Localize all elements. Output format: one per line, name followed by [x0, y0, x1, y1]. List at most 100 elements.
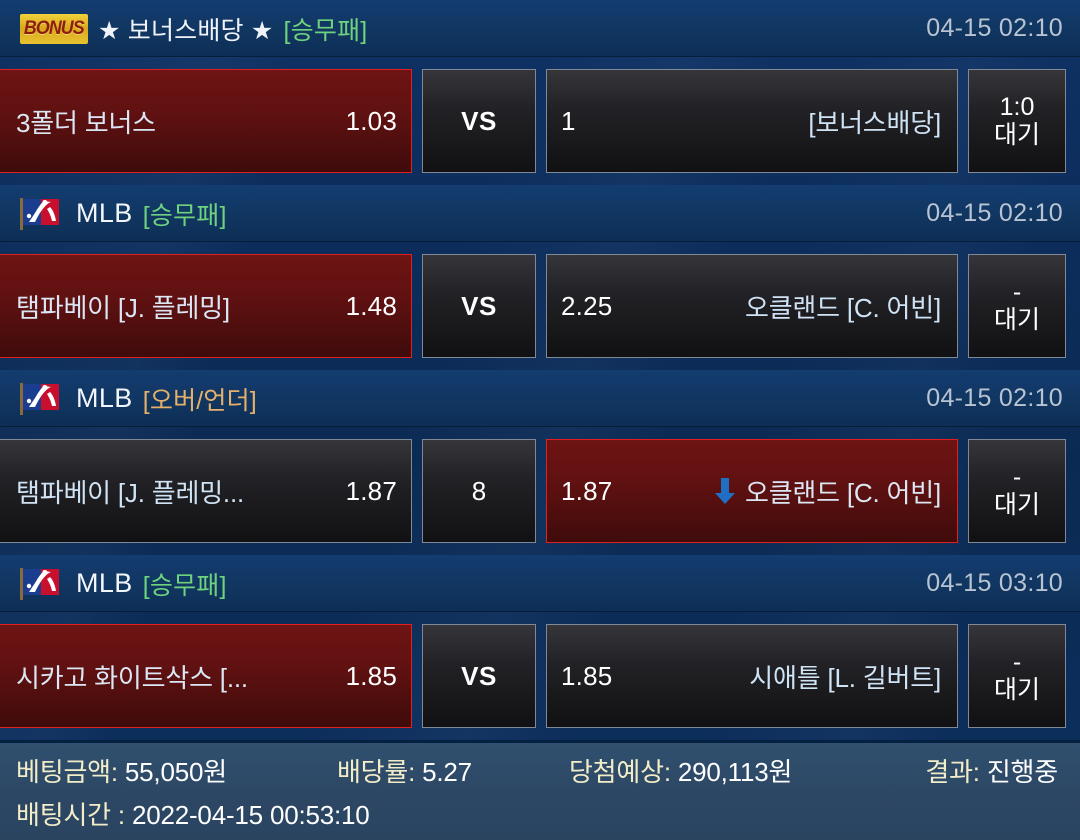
leg-header: MLB [승무패] 04-15 02:10 — [0, 185, 1080, 242]
leg-header: BONUS ★ 보너스배당 ★ [승무패] 04-15 02:10 — [0, 0, 1080, 57]
status-state: 대기 — [993, 676, 1040, 704]
leg-header: MLB [오버/언더] 04-15 02:10 — [0, 370, 1080, 427]
leg-title: ★ 보너스배당 ★ — [98, 16, 274, 45]
home-selection-button[interactable]: 탬파베이 [J. 플레밍] 1.48 — [0, 254, 412, 358]
status-score: - — [1012, 647, 1022, 676]
bet-leg: BONUS ★ 보너스배당 ★ [승무패] 04-15 02:10 3폴더 보너… — [0, 0, 1080, 185]
over-odd-value: 1.87 — [345, 475, 397, 506]
summary-payout-label: 당첨예상: — [568, 757, 671, 787]
handicap-line-value: 8 — [471, 475, 487, 506]
under-odd-value: 1.87 — [561, 475, 613, 506]
versus-cell: VS — [422, 254, 536, 358]
away-team-name: [보너스배당] — [808, 107, 941, 138]
leg-market-tag: [승무패] — [142, 201, 227, 230]
summary-stake-label: 베팅금액: — [16, 757, 118, 787]
summary-bet-time: 배팅시간 : 2022-04-15 00:53:10 — [16, 795, 370, 832]
home-team-name: 3폴더 보너스 — [16, 107, 156, 138]
over-selection-button[interactable]: 탬파베이 [J. 플레밍... 1.87 — [0, 439, 412, 543]
leg-start-time: 04-15 02:10 — [926, 199, 1063, 227]
summary-odds-value: 5.27 — [422, 757, 472, 787]
home-team-name: 탬파베이 [J. 플레밍] — [16, 292, 230, 323]
summary-payout: 당첨예상: 290,113원 — [569, 752, 792, 789]
under-selection-button[interactable]: 1.87 오클랜드 [C. 어빈] — [546, 439, 958, 543]
leg-header-left: MLB [승무패] — [20, 566, 926, 602]
summary-payout-value: 290,113원 — [677, 757, 793, 787]
away-odd-value: 1 — [561, 105, 576, 136]
away-selection-button[interactable]: 1 [보너스배당] — [546, 69, 958, 173]
leg-start-time: 04-15 03:10 — [926, 569, 1063, 597]
versus-label: VS — [461, 290, 497, 321]
summary-result-label: 결과: — [925, 757, 980, 787]
away-team-name: 시애틀 [L. 길버트] — [749, 662, 941, 693]
leg-start-time: 04-15 02:10 — [926, 384, 1063, 412]
leg-header-left: MLB [승무패] — [20, 196, 926, 232]
home-selection-button[interactable]: 3폴더 보너스 1.03 — [0, 69, 412, 173]
leg-header-left: MLB [오버/언더] — [20, 381, 926, 417]
leg-odds-row: 시카고 화이트삭스 [... 1.85 VS 1.85 시애틀 [L. 길버트]… — [0, 612, 1080, 740]
leg-header-left: BONUS ★ 보너스배당 ★ [승무패] — [20, 11, 926, 47]
away-selection-button[interactable]: 2.25 오클랜드 [C. 어빈] — [546, 254, 958, 358]
summary-result: 결과: 진행중 — [925, 752, 1058, 789]
status-badge: - 대기 — [968, 254, 1066, 358]
summary-odds: 배당률: 5.27 — [337, 752, 472, 789]
leg-market-tag: [오버/언더] — [142, 386, 257, 415]
away-label-group: [보너스배당] — [808, 103, 941, 140]
versus-cell: VS — [422, 69, 536, 173]
home-odd-value: 1.48 — [345, 290, 397, 321]
status-score: - — [1012, 462, 1022, 491]
leg-odds-row: 탬파베이 [J. 플레밍] 1.48 VS 2.25 오클랜드 [C. 어빈] … — [0, 242, 1080, 370]
versus-cell: VS — [422, 624, 536, 728]
leg-header: MLB [승무패] 04-15 03:10 — [0, 555, 1080, 612]
mlb-logo-icon — [20, 567, 66, 601]
summary-result-value: 진행중 — [986, 757, 1058, 787]
away-selection-button[interactable]: 1.85 시애틀 [L. 길버트] — [546, 624, 958, 728]
away-odd-value: 1.85 — [561, 660, 613, 691]
versus-label: VS — [461, 660, 497, 691]
home-odd-value: 1.85 — [345, 660, 397, 691]
away-odd-value: 2.25 — [561, 290, 613, 321]
home-team-name: 시카고 화이트삭스 [... — [16, 662, 248, 693]
bet-leg: MLB [오버/언더] 04-15 02:10 탬파베이 [J. 플레밍... … — [0, 370, 1080, 555]
away-team-name: 오클랜드 [C. 어빈] — [744, 292, 941, 323]
summary-bet-time-label: 배팅시간 : — [16, 800, 125, 830]
status-badge: - 대기 — [968, 439, 1066, 543]
bonus-badge-label: BONUS — [24, 17, 85, 39]
away-label-group: 오클랜드 [C. 어빈] — [745, 288, 941, 325]
leg-odds-row: 탬파베이 [J. 플레밍... 1.87 8 1.87 오클랜드 [C. 어 — [0, 427, 1080, 555]
mlb-logo-icon — [20, 382, 66, 416]
bet-leg: MLB [승무패] 04-15 02:10 탬파베이 [J. 플레밍] 1.48… — [0, 185, 1080, 370]
bet-legs-list: BONUS ★ 보너스배당 ★ [승무패] 04-15 02:10 3폴더 보너… — [0, 0, 1080, 740]
away-label-group: 시애틀 [L. 길버트] — [749, 658, 941, 695]
status-state: 대기 — [993, 121, 1040, 149]
league-name: MLB — [76, 383, 133, 413]
status-state: 대기 — [993, 491, 1040, 519]
summary-line-secondary: 배팅시간 : 2022-04-15 00:53:10 — [16, 795, 1058, 832]
league-name: MLB — [76, 568, 133, 598]
leg-market-tag: [승무패] — [142, 571, 227, 600]
down-arrow-icon — [714, 476, 736, 506]
home-selection-button[interactable]: 시카고 화이트삭스 [... 1.85 — [0, 624, 412, 728]
versus-label: VS — [461, 105, 497, 136]
summary-stake-value: 55,050원 — [124, 757, 227, 787]
handicap-line-cell: 8 — [422, 439, 536, 543]
summary-odds-label: 배당률: — [336, 757, 416, 787]
leg-start-time: 04-15 02:10 — [926, 14, 1063, 42]
status-score: - — [1012, 277, 1022, 306]
away-label-group: 오클랜드 [C. 어빈] — [714, 473, 941, 510]
summary-stake: 베팅금액: 55,050원 — [16, 752, 227, 789]
status-state: 대기 — [993, 306, 1040, 334]
leg-market-tag: [승무패] — [283, 16, 368, 45]
status-score: 1:0 — [999, 92, 1035, 121]
summary-bet-time-value: 2022-04-15 00:53:10 — [131, 800, 370, 830]
leg-odds-row: 3폴더 보너스 1.03 VS 1 [보너스배당] 1:0 대기 — [0, 57, 1080, 185]
status-badge: 1:0 대기 — [968, 69, 1066, 173]
under-team-name: 오클랜드 [C. 어빈] — [744, 477, 941, 508]
bet-summary-bar: 베팅금액: 55,050원 배당률: 5.27 당첨예상: 290,113원 결… — [0, 740, 1080, 840]
summary-line-primary: 베팅금액: 55,050원 배당률: 5.27 당첨예상: 290,113원 결… — [16, 752, 1058, 789]
over-team-name: 탬파베이 [J. 플레밍... — [16, 477, 245, 508]
home-odd-value: 1.03 — [345, 105, 397, 136]
mlb-logo-icon — [20, 197, 66, 231]
status-badge: - 대기 — [968, 624, 1066, 728]
league-name: MLB — [76, 198, 133, 228]
